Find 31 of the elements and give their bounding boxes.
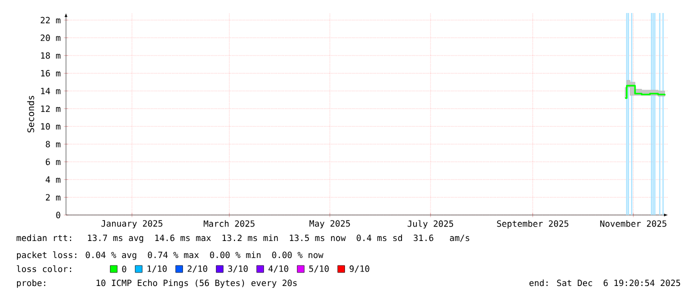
legend-label: 4/10: [268, 265, 288, 273]
legend-label: 3/10: [228, 265, 248, 273]
y-tick-label: 6 m: [46, 158, 60, 166]
y-tick-label: 4 m: [46, 176, 60, 183]
legend-label: 5/10: [309, 265, 329, 273]
y-tick-label: 10 m: [41, 123, 60, 130]
y-tick-label: 12 m: [41, 105, 60, 112]
y-tick-label: 18 m: [41, 52, 60, 59]
legend-title: loss color:: [16, 265, 72, 272]
text: end: Sat Dec 6 19:20:54 2025: [529, 279, 680, 286]
y-axis-title: Seconds: [27, 96, 34, 132]
y-tick-label: 8 m: [46, 140, 60, 148]
x-tick-label: May 2025: [310, 220, 350, 228]
text: probe: 10 ICMP Echo Pings (56 Bytes) every 20s: [16, 279, 297, 288]
x-tick-label: March 2025: [204, 220, 254, 227]
y-tick-label: 0: [56, 212, 60, 218]
text: median rtt: 13.7 ms avg 14.6 ms max 13.2 ms min 13.5 ms now 0.4 ms sd 31.6 am/s: [16, 234, 470, 243]
x-tick-label: January 2025: [101, 220, 162, 228]
x-tick-label: November 2025: [600, 220, 666, 227]
y-tick-label: 14 m: [41, 88, 60, 94]
x-tick-label: July 2025: [408, 220, 454, 229]
y-tick-label: 16 m: [41, 70, 60, 76]
legend-label: 0: [122, 266, 126, 272]
y-tick-label: 20 m: [40, 34, 60, 42]
text: packet loss: 0.04 % avg 0.74 % max 0.00 % min 0.00 % now: [16, 251, 324, 260]
y-tick-label: 2 m: [46, 194, 60, 200]
x-tick-label: September 2025: [497, 220, 568, 229]
legend-label: 9/10: [350, 265, 370, 273]
y-tick-label: 22 m: [40, 16, 60, 24]
legend-label: 1/10: [148, 265, 167, 273]
legend-label: 2/10: [188, 265, 208, 273]
